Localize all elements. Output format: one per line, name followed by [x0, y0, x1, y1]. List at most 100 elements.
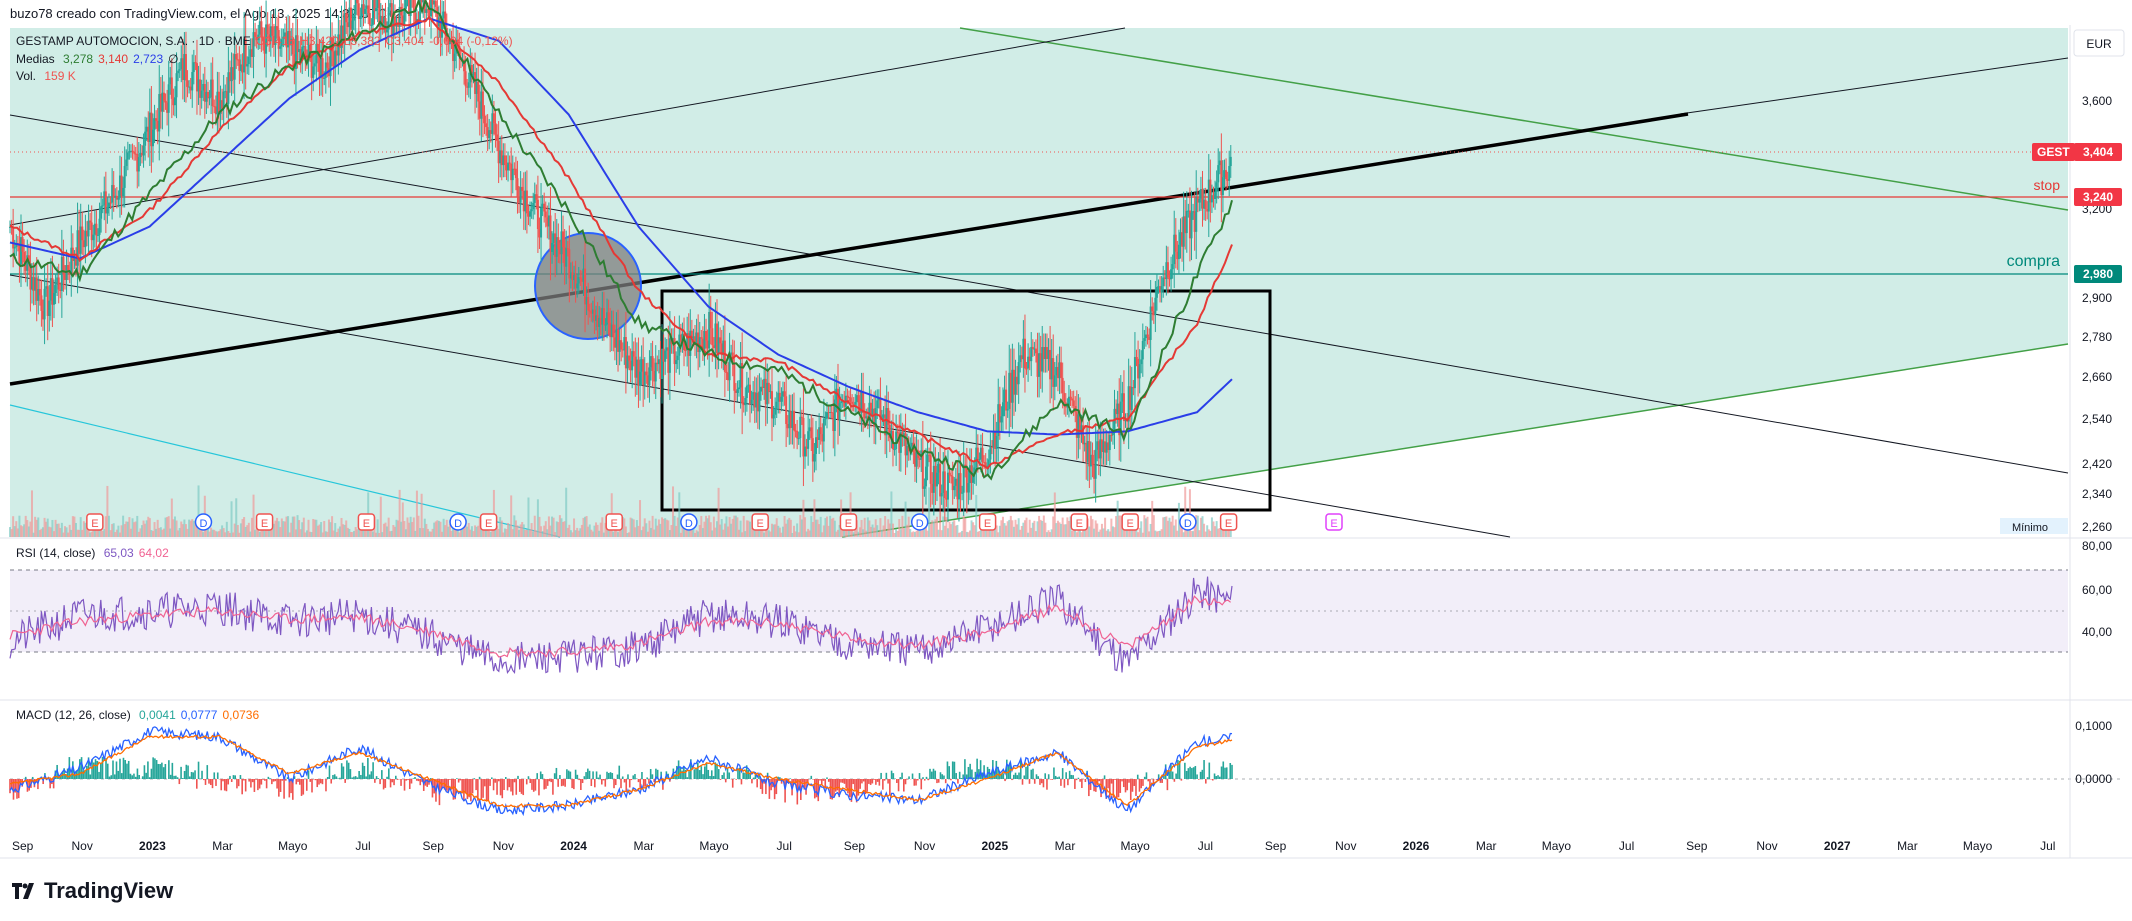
volume-bar — [541, 531, 544, 537]
candle-body — [1198, 198, 1201, 203]
volume-bar — [447, 526, 450, 537]
volume-bar — [210, 527, 213, 537]
candle-body — [1179, 232, 1182, 245]
macd-hist-bar — [1018, 772, 1020, 779]
macd-hist-bar — [649, 769, 652, 779]
volume-bar — [114, 532, 117, 537]
volume-bar — [423, 518, 426, 537]
macd-hist-bar — [133, 773, 135, 779]
volume-bar — [1207, 529, 1210, 537]
volume-bar — [755, 529, 758, 537]
candle-body — [323, 77, 326, 79]
volume-bar — [1019, 529, 1022, 537]
candle-body — [387, 7, 390, 30]
candle-body — [497, 140, 500, 164]
macd-hist-bar — [1166, 779, 1169, 791]
volume-value: 159 K — [44, 69, 76, 83]
macd-hist-bar — [545, 779, 547, 789]
volume-bar — [1044, 522, 1047, 537]
macd-hist-bar — [73, 774, 76, 779]
macd-hist-bar — [79, 759, 81, 779]
candle-body — [951, 476, 954, 491]
macd-hist-bar — [98, 771, 100, 779]
volume-bar — [142, 520, 145, 537]
volume-bar — [420, 493, 423, 537]
volume-bar — [390, 530, 393, 537]
volume-bar — [1124, 527, 1127, 537]
volume-legend[interactable]: Vol. 159 K — [16, 69, 81, 83]
macd-hist-bar — [84, 769, 86, 779]
candle-body — [1038, 353, 1041, 377]
macd-hist-bar — [59, 775, 62, 779]
macd-value-2: 0,0736 — [222, 708, 260, 722]
compra-price-value: 2,980 — [2082, 267, 2114, 281]
volume-bar — [1031, 522, 1034, 537]
volume-bar — [1094, 520, 1097, 537]
volume-bar — [155, 528, 158, 537]
candle-body — [1168, 277, 1171, 280]
candle-body — [884, 414, 887, 436]
macd-hist-bar — [1217, 775, 1219, 779]
volume-bar — [477, 525, 480, 537]
volume-bar — [125, 521, 128, 537]
candle-body — [957, 473, 960, 500]
macd-hist-bar — [1040, 779, 1043, 784]
candle-body — [805, 446, 808, 449]
currency-button[interactable] — [2073, 29, 2125, 57]
volume-bar — [734, 515, 737, 537]
medias-legend[interactable]: Medias 3,278 3,140 2,723 ∅ — [16, 52, 189, 66]
macd-hist-bar — [65, 774, 67, 779]
macd-hist-bar — [492, 779, 495, 791]
macd-hist-bar — [110, 775, 113, 779]
candle-body — [1212, 195, 1215, 199]
macd-hist-bar — [1023, 775, 1026, 779]
candle-body — [590, 310, 593, 314]
candle-body — [178, 69, 181, 71]
volume-bar — [774, 524, 777, 537]
volume-bar — [1075, 532, 1078, 537]
volume-bar — [307, 519, 310, 537]
macd-hist-bar — [269, 778, 271, 779]
macd-legend[interactable]: MACD (12, 26, close) 0,0041 0,0777 0,0736 — [16, 708, 269, 722]
macd-hist-bar — [712, 776, 715, 779]
tradingview-logo[interactable]: TradingView — [12, 878, 173, 904]
volume-bar — [695, 530, 698, 537]
macd-hist-bar — [1177, 760, 1179, 779]
candle-body — [1072, 400, 1075, 407]
macd-hist-bar — [496, 779, 498, 795]
macd-hist-bar — [106, 763, 109, 779]
volume-bar — [136, 515, 139, 537]
candle-body — [508, 162, 511, 164]
volume-bar — [1071, 530, 1074, 537]
candle-body — [511, 168, 514, 181]
volume-bar — [926, 530, 929, 537]
volume-bar — [1108, 531, 1111, 537]
volume-bar — [1020, 525, 1023, 537]
volume-bar — [381, 532, 384, 537]
macd-hist-bar — [923, 779, 926, 781]
macd-hist-bar — [126, 763, 128, 779]
candle-body — [661, 348, 664, 380]
macd-hist-bar — [234, 775, 236, 779]
candle-body — [1166, 262, 1169, 278]
event-marker-box — [479, 513, 498, 531]
macd-hist-bar — [770, 779, 772, 791]
volume-bar — [140, 525, 143, 537]
volume-bar — [51, 519, 54, 537]
candle-body — [1082, 425, 1085, 445]
candle-body — [1058, 362, 1061, 379]
rsi-legend[interactable]: RSI (14, close) 65,03 64,02 — [16, 546, 179, 560]
candle-body — [125, 159, 128, 166]
candle-body — [1005, 389, 1008, 411]
volume-bar — [178, 527, 181, 537]
candle-body — [370, 24, 373, 26]
macd-hist-bar — [506, 779, 509, 791]
macd-hist-bar — [592, 771, 594, 779]
volume-bar — [620, 525, 623, 537]
candle-body — [194, 62, 197, 64]
candle-body — [942, 471, 945, 493]
candle-body — [67, 265, 70, 271]
symbol-legend[interactable]: GESTAMP AUTOMOCION, S.A. · 1D · BME O3,41… — [16, 34, 518, 48]
minimo-label: Mínimo — [2012, 522, 2048, 534]
